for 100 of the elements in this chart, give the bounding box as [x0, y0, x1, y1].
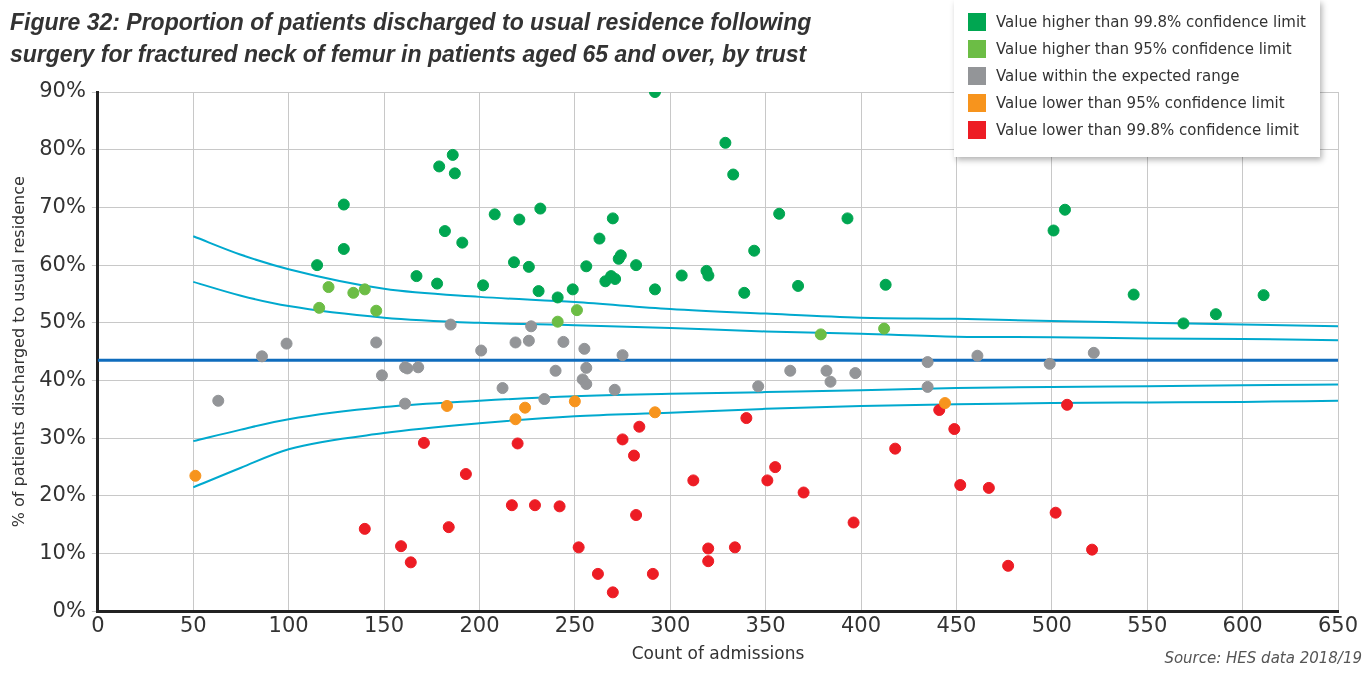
point [534, 202, 547, 215]
point [358, 522, 371, 535]
point [630, 509, 643, 522]
x-tick-label: 300 [650, 613, 691, 638]
point [459, 468, 472, 481]
point [448, 167, 461, 180]
x-tick-label: 200 [459, 613, 500, 638]
x-tick-label: 450 [936, 613, 977, 638]
point [630, 259, 643, 272]
x-tick-label: 0 [91, 613, 105, 638]
point [938, 397, 951, 410]
legend-label: Value higher than 95% confidence limit [996, 39, 1292, 58]
point [648, 283, 661, 296]
line-series [192, 399, 1338, 489]
point [337, 242, 350, 255]
point [412, 361, 425, 374]
y-axis-title: % of patients discharged to usual residence [8, 176, 28, 528]
point [572, 541, 585, 554]
point [568, 395, 581, 408]
point [375, 369, 388, 382]
point [728, 541, 741, 554]
point [633, 420, 646, 433]
source-note: Source: HES data 2018/19 [1164, 649, 1362, 667]
x-tick-label: 100 [268, 613, 309, 638]
y-tick-label: 30% [39, 424, 86, 449]
x-tick-label: 600 [1222, 613, 1263, 638]
point [337, 198, 350, 211]
point [616, 349, 629, 362]
point [433, 160, 446, 173]
point [441, 399, 454, 412]
point [525, 320, 538, 333]
point [522, 260, 535, 273]
x-tick-label: 500 [1031, 613, 1072, 638]
x-tick-label: 650 [1317, 613, 1359, 638]
point [687, 474, 700, 487]
line-series [192, 235, 1338, 328]
point [509, 413, 522, 426]
point [1086, 543, 1099, 556]
point [773, 207, 786, 220]
point [1087, 346, 1100, 359]
point [431, 277, 444, 290]
point [1209, 308, 1222, 321]
point [580, 260, 593, 273]
point [399, 397, 412, 410]
point [841, 212, 854, 225]
point [513, 213, 526, 226]
point [255, 350, 268, 363]
point [532, 285, 545, 298]
point [1061, 398, 1074, 411]
legend-label: Value within the expected range [996, 66, 1240, 85]
point [727, 168, 740, 181]
point [446, 148, 459, 161]
point [578, 342, 591, 355]
point [189, 469, 202, 482]
legend-label: Value higher than 99.8% confidence limit [996, 12, 1306, 31]
point [538, 393, 551, 406]
point [442, 521, 455, 534]
point [1002, 559, 1015, 572]
point [824, 375, 837, 388]
y-tick-label: 20% [39, 482, 86, 507]
point [488, 208, 501, 221]
y-tick-label: 10% [39, 540, 86, 565]
point [820, 364, 833, 377]
point [528, 499, 541, 512]
x-tick-label: 400 [840, 613, 882, 638]
point [954, 479, 967, 492]
point [496, 382, 509, 395]
point [982, 481, 995, 494]
x-tick-label: 150 [364, 613, 405, 638]
x-tick-label: 350 [745, 613, 786, 638]
point [761, 474, 774, 487]
point [580, 378, 593, 391]
point [797, 486, 810, 499]
y-tick-label: 40% [39, 367, 86, 392]
point [456, 236, 469, 249]
point [395, 540, 408, 553]
point [627, 449, 640, 462]
point [522, 334, 535, 347]
point [313, 301, 326, 314]
point [475, 344, 488, 357]
point [417, 436, 430, 449]
x-axis-title: Count of admissions [631, 643, 805, 664]
point [752, 380, 765, 393]
x-tick-label: 550 [1127, 613, 1168, 638]
point [322, 281, 335, 294]
point [511, 437, 524, 450]
point [792, 279, 805, 292]
point [606, 586, 619, 599]
point [608, 383, 621, 396]
point [921, 356, 934, 369]
point [551, 315, 564, 328]
point [740, 412, 753, 425]
point [370, 336, 383, 349]
point [370, 304, 383, 317]
point [358, 283, 371, 296]
point [847, 516, 860, 529]
x-tick-label: 250 [554, 613, 595, 638]
point [814, 328, 827, 341]
point [971, 349, 984, 362]
point [444, 318, 457, 331]
